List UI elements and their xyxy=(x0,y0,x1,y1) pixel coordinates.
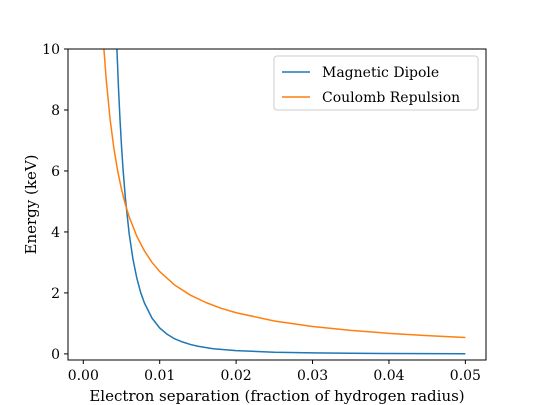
y-axis: 0 2 4 6 8 10 xyxy=(42,42,68,363)
plot-frame xyxy=(67,48,487,361)
x-axis-label: Electron separation (fraction of hydroge… xyxy=(89,387,464,405)
x-axis: 0.00 0.01 0.02 0.03 0.04 0.05 xyxy=(68,360,481,384)
x-tick-label: 0.01 xyxy=(144,368,175,384)
x-tick-label: 0.05 xyxy=(450,368,481,384)
y-tick-label: 4 xyxy=(51,225,60,241)
x-tick-label: 0.02 xyxy=(221,368,252,384)
legend-label: Coulomb Repulsion xyxy=(322,90,460,106)
y-tick-label: 0 xyxy=(51,347,60,363)
y-axis-label: Energy (keV) xyxy=(22,154,40,254)
y-tick-label: 10 xyxy=(42,42,60,58)
y-tick-label: 6 xyxy=(51,164,60,180)
x-tick-label: 0.04 xyxy=(373,368,404,384)
series-line-magnetic-dipole xyxy=(116,49,466,355)
series-layer xyxy=(103,49,466,355)
series-line-coulomb-repulsion xyxy=(103,49,466,339)
y-tick-label: 2 xyxy=(51,286,60,302)
legend-box xyxy=(273,55,479,111)
legend: Magnetic Dipole Coulomb Repulsion xyxy=(273,55,479,111)
x-tick-label: 0.03 xyxy=(297,368,328,384)
x-tick-label: 0.00 xyxy=(68,368,99,384)
y-tick-label: 8 xyxy=(51,103,60,119)
legend-label: Magnetic Dipole xyxy=(322,65,439,81)
